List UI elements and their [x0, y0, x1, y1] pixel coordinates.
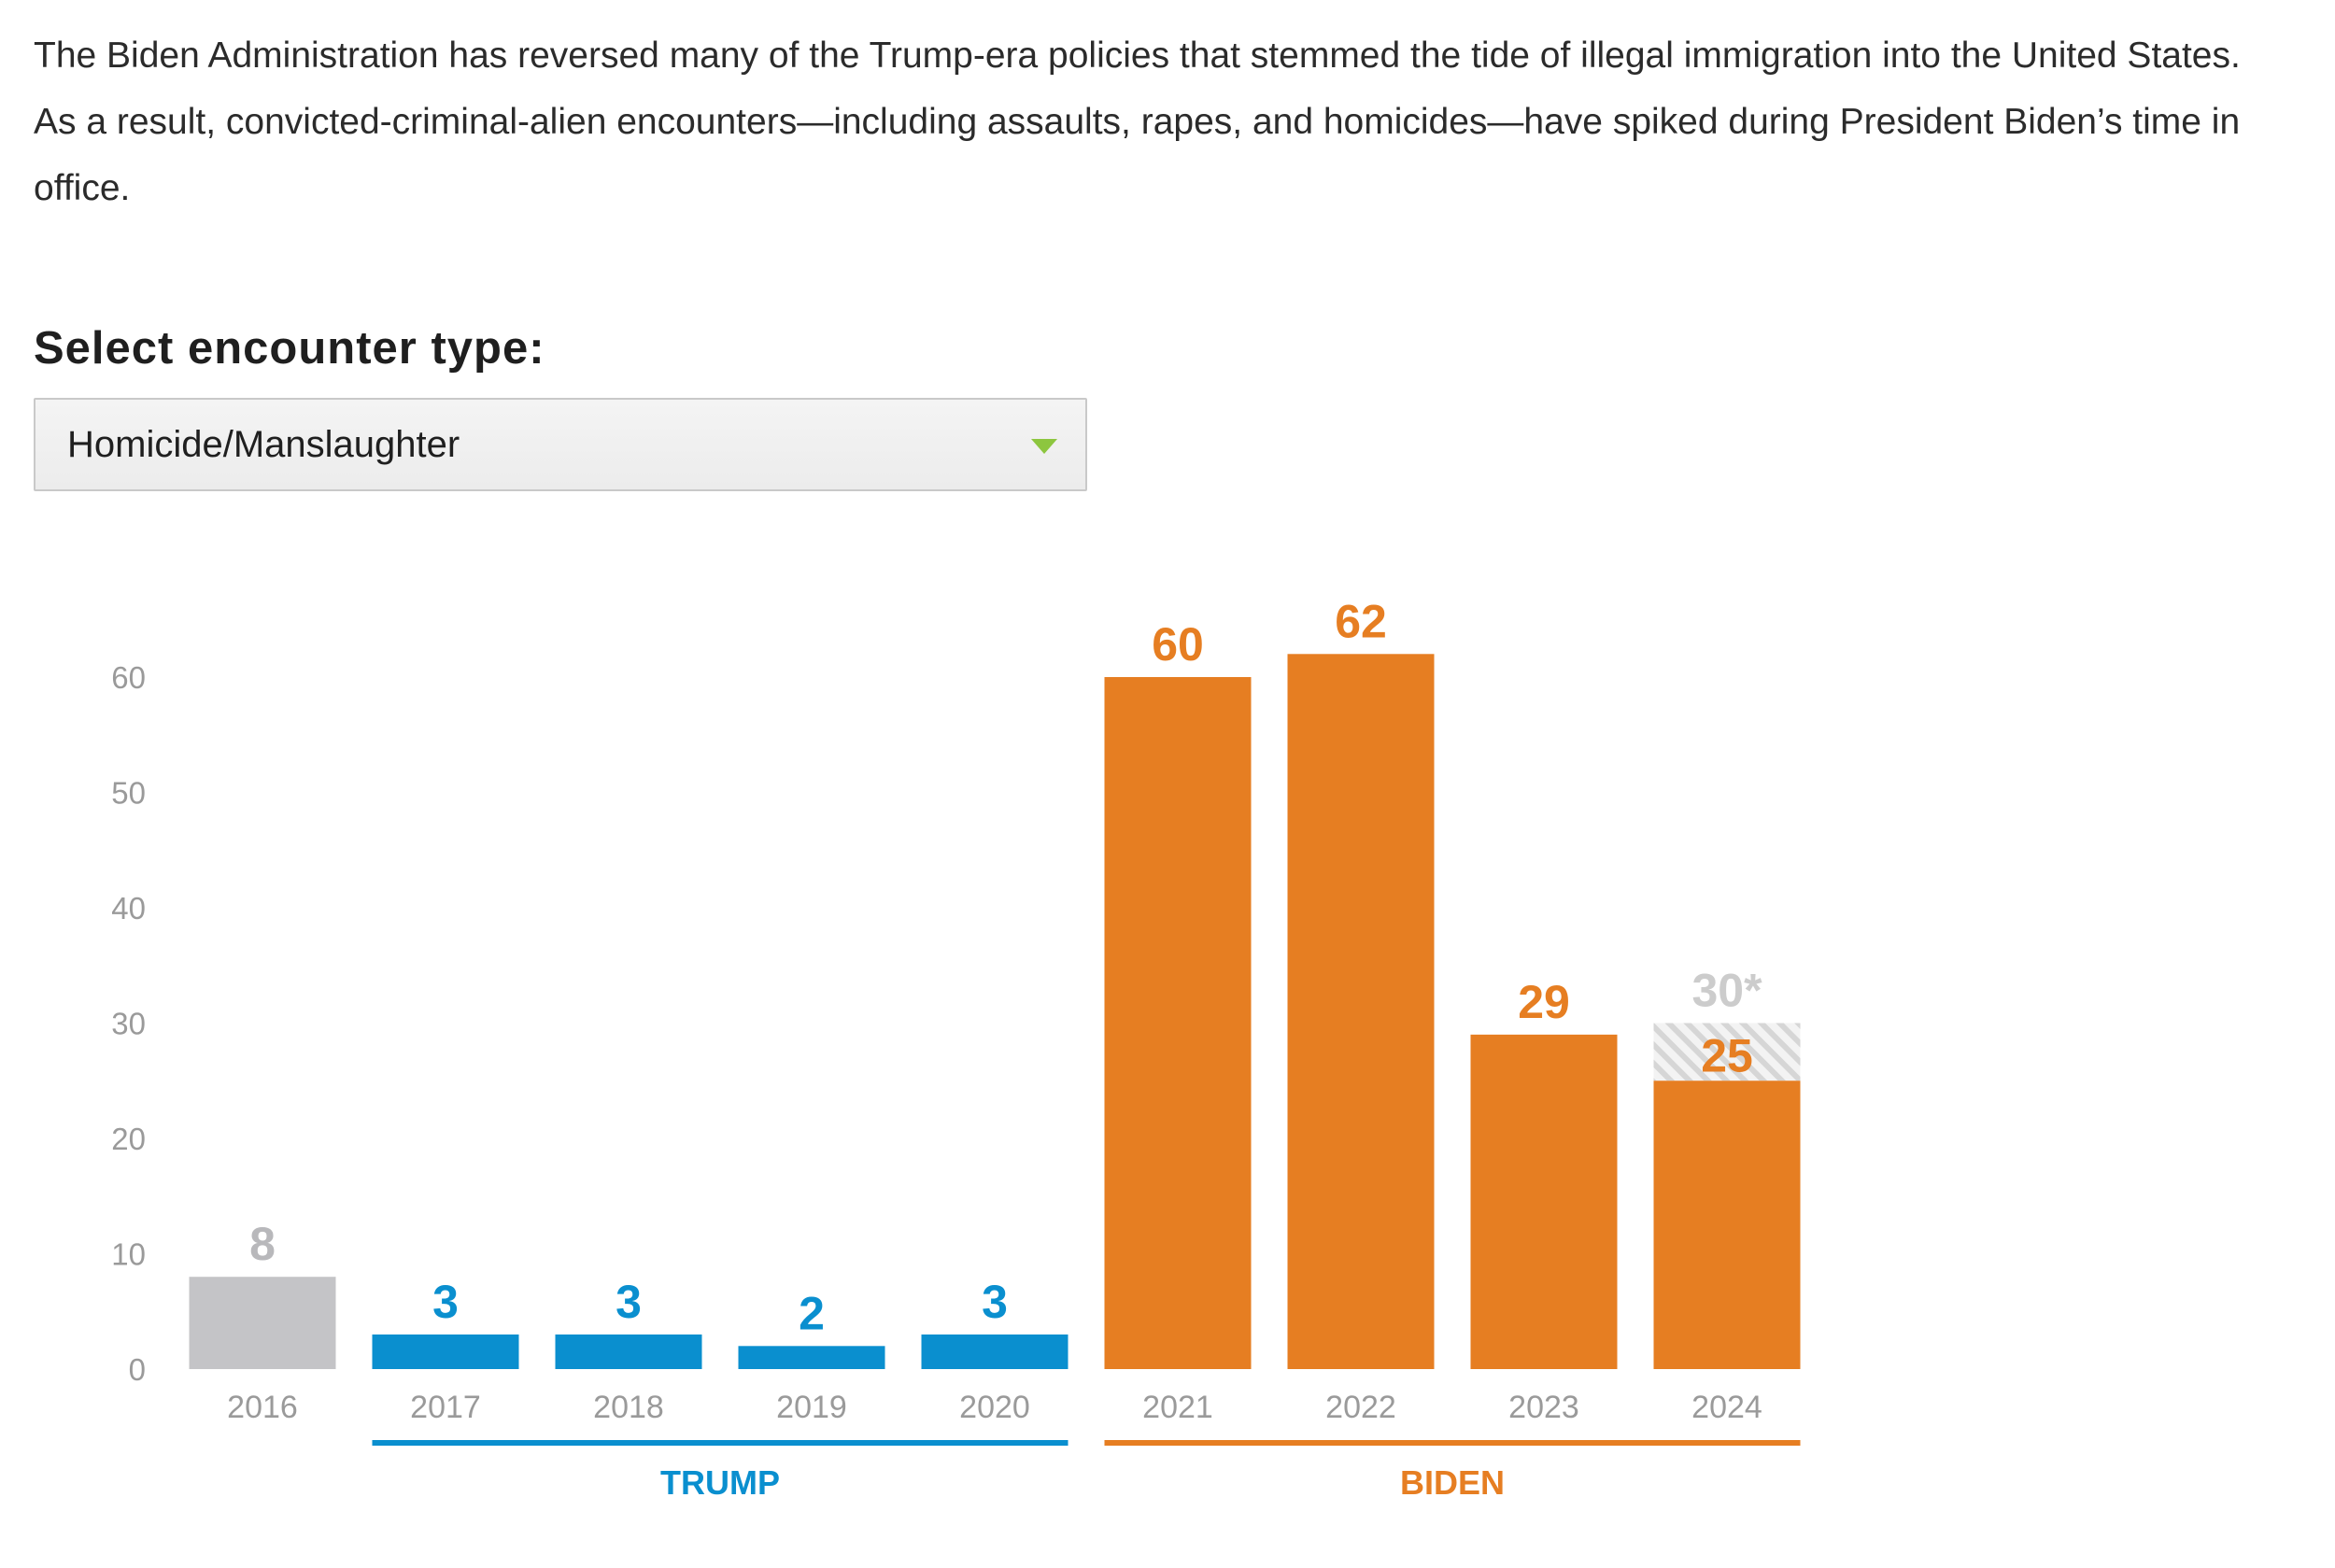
data-label-2019: 2 — [799, 1287, 825, 1339]
x-tick-label: 2022 — [1325, 1390, 1396, 1425]
y-tick-label: 0 — [129, 1352, 146, 1387]
group-brackets: TRUMP BIDEN — [372, 1440, 1801, 1502]
projection-bar-2024 — [1653, 1023, 1801, 1081]
x-tick-label: 2016 — [227, 1390, 298, 1425]
y-axis: 0 10 20 30 40 50 60 — [111, 660, 146, 1387]
x-tick-label: 2017 — [410, 1390, 481, 1425]
x-tick-label: 2021 — [1142, 1390, 1213, 1425]
data-label-2020: 3 — [982, 1276, 1008, 1328]
data-label-2021: 60 — [1152, 618, 1204, 671]
bar-2017 — [372, 1334, 519, 1369]
y-tick-label: 20 — [111, 1122, 146, 1156]
bar-2018 — [555, 1334, 702, 1369]
group-line-trump — [372, 1440, 1068, 1446]
y-tick-label: 30 — [111, 1007, 146, 1041]
bar-2020 — [921, 1334, 1068, 1369]
data-label-2018: 3 — [616, 1276, 642, 1328]
x-tick-label: 2020 — [959, 1390, 1030, 1425]
bar-2021 — [1104, 677, 1252, 1369]
encounter-type-select[interactable]: Homicide/Manslaughter — [34, 398, 1087, 491]
intro-text: The Biden Administration has reversed ma… — [34, 35, 2241, 208]
data-label-2017: 3 — [432, 1276, 459, 1328]
select-value: Homicide/Manslaughter — [67, 424, 460, 465]
y-tick-label: 60 — [111, 660, 146, 695]
y-tick-label: 40 — [111, 891, 146, 925]
data-label-2023: 29 — [1518, 976, 1570, 1028]
data-label-2024: 25 — [1701, 1029, 1753, 1081]
group-label-biden: BIDEN — [1400, 1463, 1505, 1502]
select-label: Select encounter type: — [34, 323, 545, 374]
group-label-trump: TRUMP — [660, 1463, 780, 1502]
data-label-2016: 8 — [249, 1218, 276, 1270]
bar-2019 — [738, 1346, 885, 1369]
x-tick-label: 2018 — [593, 1390, 664, 1425]
x-axis: 2016 2017 2018 2019 2020 2021 2022 2023 2024 — [227, 1390, 1762, 1425]
bar-2016 — [189, 1277, 336, 1369]
data-label-2022: 62 — [1335, 595, 1387, 647]
y-tick-label: 10 — [111, 1237, 146, 1272]
bar-2023 — [1470, 1034, 1618, 1369]
x-tick-label: 2019 — [776, 1390, 847, 1425]
chevron-down-icon — [1031, 439, 1057, 454]
y-tick-label: 50 — [111, 776, 146, 811]
bars: 8 3 3 2 3 60 62 29 30* 25 — [189, 595, 1801, 1369]
bar-2024 — [1653, 1081, 1801, 1369]
x-tick-label: 2024 — [1691, 1390, 1762, 1425]
bar-2022 — [1287, 654, 1435, 1369]
projection-label: 30* — [1691, 965, 1762, 1017]
group-line-biden — [1104, 1440, 1801, 1446]
x-tick-label: 2023 — [1508, 1390, 1579, 1425]
